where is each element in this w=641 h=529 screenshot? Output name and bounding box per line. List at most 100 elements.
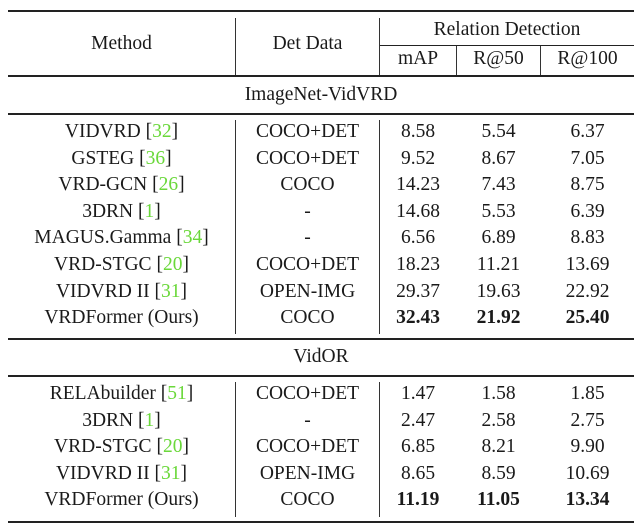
method-name: VRDFormer (Ours) xyxy=(44,307,199,329)
map-cell: 11.19 xyxy=(396,489,440,511)
citation[interactable]: [31] xyxy=(149,462,188,484)
citation[interactable]: [1] xyxy=(133,200,161,222)
citation[interactable]: [31] xyxy=(149,280,188,302)
det-data-cell: - xyxy=(304,409,311,431)
section-title-vidor: VidOR xyxy=(293,346,349,367)
method-name: MAGUS.Gamma xyxy=(34,227,172,249)
r100-cell: 13.34 xyxy=(565,489,610,511)
r100-cell: 7.05 xyxy=(570,147,605,169)
det-data-cell: OPEN-IMG xyxy=(259,462,356,484)
method-cell: VRD-GCN [26] xyxy=(8,172,235,198)
method-cell: 3DRN [1] xyxy=(8,199,235,225)
r50-cell: 8.67 xyxy=(481,147,516,169)
method-cell: VIDVRD II [31] xyxy=(8,461,235,487)
r100-cell: 6.39 xyxy=(570,200,605,222)
table-row: GSTEG [36] COCO+DET 9.52 8.67 7.05 xyxy=(8,146,634,172)
r50-cell: 5.53 xyxy=(481,200,516,222)
r100-cell: 8.83 xyxy=(570,227,605,249)
r50-cell: 7.43 xyxy=(481,174,516,196)
map-cell: 29.37 xyxy=(396,280,440,302)
method-cell: VRD-STGC [20] xyxy=(8,252,235,278)
det-data-cell: COCO+DET xyxy=(255,436,360,458)
citation-link[interactable]: 31 xyxy=(161,462,181,484)
citation-link[interactable]: 34 xyxy=(182,227,203,249)
citation[interactable]: [32] xyxy=(140,121,179,142)
r50-cell: 19.63 xyxy=(476,280,521,302)
citation[interactable]: [36] xyxy=(134,147,172,169)
table-row: VRDFormer (Ours) COCO 11.19 11.05 13.34 xyxy=(8,487,634,513)
r100-cell: 2.75 xyxy=(570,409,605,431)
r100-cell: 6.37 xyxy=(570,121,605,142)
method-cell: GSTEG [36] xyxy=(8,146,235,172)
method-cell: VIDVRD [32] xyxy=(8,119,235,145)
method-name: VIDVRD II xyxy=(55,280,150,302)
det-data-cell: COCO+DET xyxy=(255,121,360,142)
map-cell: 2.47 xyxy=(400,409,436,431)
citation-link[interactable]: 36 xyxy=(145,147,166,169)
citation-link[interactable]: 26 xyxy=(158,174,179,196)
citation-link[interactable]: 20 xyxy=(162,436,183,458)
r100-cell: 8.75 xyxy=(570,174,605,196)
method-cell: VRDFormer (Ours) xyxy=(8,487,235,513)
r50-cell: 8.59 xyxy=(481,462,516,484)
section-end-rule xyxy=(8,338,634,340)
r50-cell: 21.92 xyxy=(476,307,521,329)
col-divider xyxy=(379,120,380,334)
r100-cell: 10.69 xyxy=(565,462,610,484)
det-data-cell: COCO xyxy=(280,489,335,511)
citation-link[interactable]: 1 xyxy=(144,200,155,222)
method-cell: 3DRN [1] xyxy=(8,408,235,434)
section-rule xyxy=(8,375,634,377)
citation[interactable]: [51] xyxy=(155,383,194,404)
citation-link[interactable]: 32 xyxy=(152,121,172,142)
table-row: VIDVRD II [31] OPEN-IMG 29.37 19.63 22.92 xyxy=(8,279,634,305)
citation[interactable]: [34] xyxy=(171,227,209,249)
table-row: VRD-STGC [20] COCO+DET 18.23 11.21 13.69 xyxy=(8,252,634,278)
citation[interactable]: [26] xyxy=(147,174,185,196)
col-divider xyxy=(379,18,380,75)
r100-cell: 9.90 xyxy=(570,436,605,458)
header-det-data: Det Data xyxy=(272,33,343,54)
citation[interactable]: [20] xyxy=(151,254,189,275)
method-cell: RELAbuilder [51] xyxy=(8,381,235,407)
det-data-cell: OPEN-IMG xyxy=(259,280,356,302)
method-cell: VRD-STGC [20] xyxy=(8,434,235,460)
citation-link[interactable]: 31 xyxy=(161,280,181,302)
header-bottom-rule xyxy=(8,75,634,77)
det-data-cell: COCO+DET xyxy=(255,254,360,275)
citation[interactable]: [1] xyxy=(133,409,161,431)
method-cell: VIDVRD II [31] xyxy=(8,279,235,305)
method-name: VRD-STGC xyxy=(54,254,152,275)
map-cell: 6.85 xyxy=(400,436,436,458)
citation-link[interactable]: 1 xyxy=(144,409,155,431)
map-cell: 6.56 xyxy=(400,227,436,249)
map-cell: 14.68 xyxy=(396,200,440,222)
section-title-imagenet-vidvrd: ImageNet-VidVRD xyxy=(244,84,398,105)
table-row: VIDVRD [32] COCO+DET 8.58 5.54 6.37 xyxy=(8,119,634,145)
r50-cell: 6.89 xyxy=(481,227,516,249)
col-divider xyxy=(235,382,236,517)
subheader-rule xyxy=(379,45,634,46)
det-data-cell: COCO+DET xyxy=(255,383,360,404)
table-row: VIDVRD II [31] OPEN-IMG 8.65 8.59 10.69 xyxy=(8,461,634,487)
citation-link[interactable]: 20 xyxy=(162,254,183,275)
r50-cell: 2.58 xyxy=(481,409,516,431)
col-divider xyxy=(540,46,541,75)
method-name: VRD-GCN xyxy=(58,174,148,196)
method-cell: VRDFormer (Ours) xyxy=(8,305,235,331)
r50-cell: 11.21 xyxy=(476,254,521,275)
method-name: VRDFormer (Ours) xyxy=(44,489,199,511)
citation-link[interactable]: 51 xyxy=(167,383,187,404)
map-cell: 1.47 xyxy=(400,383,436,404)
table-row: VRD-STGC [20] COCO+DET 6.85 8.21 9.90 xyxy=(8,434,634,460)
header-r50: R@50 xyxy=(473,48,524,69)
map-cell: 14.23 xyxy=(396,174,440,196)
citation[interactable]: [20] xyxy=(151,436,189,458)
map-cell: 18.23 xyxy=(396,254,440,275)
col-divider xyxy=(235,120,236,334)
r100-cell: 13.69 xyxy=(565,254,610,275)
method-name: 3DRN xyxy=(82,200,134,222)
bottom-rule xyxy=(8,521,634,523)
header-r100: R@100 xyxy=(557,48,618,69)
r100-cell: 1.85 xyxy=(570,383,605,404)
